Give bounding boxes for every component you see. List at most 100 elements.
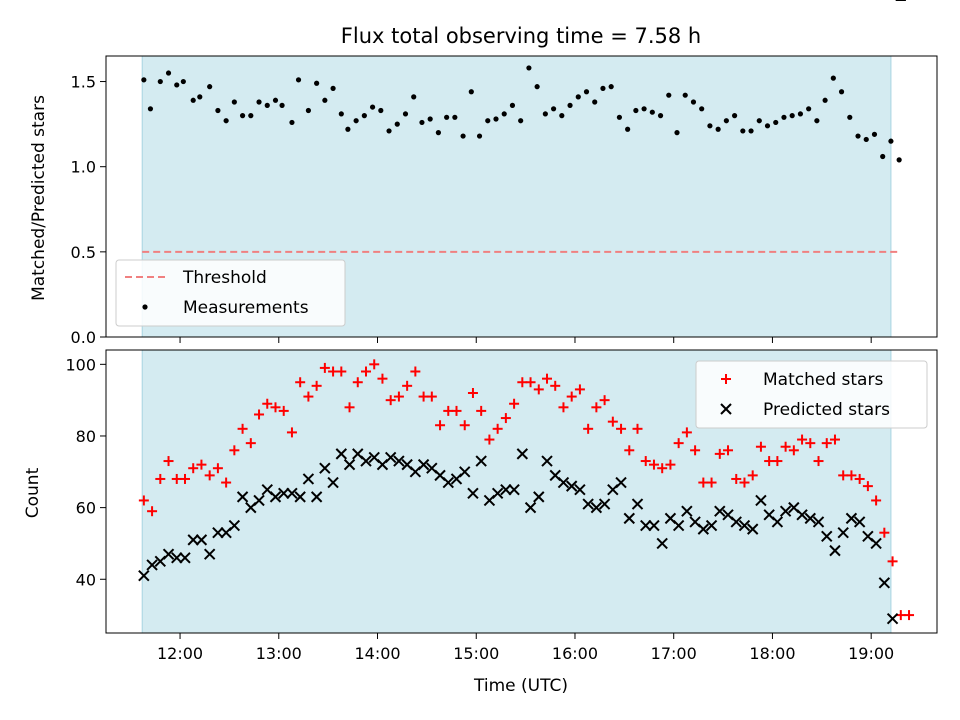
predicted-star-point (878, 577, 891, 589)
measurement-point (707, 123, 713, 129)
legend-predicted-swatch (720, 403, 732, 415)
matched-star-point (435, 420, 446, 431)
matched-star-point (476, 405, 487, 416)
predicted-star-point (162, 548, 175, 560)
predicted-star-point (179, 552, 191, 564)
measurement-point (165, 70, 172, 76)
measurement-point (279, 102, 285, 108)
matched-star-point (385, 395, 396, 406)
predicted-star-point (755, 494, 767, 507)
matched-star-point (607, 416, 618, 427)
measurement-point (411, 94, 417, 100)
measurement-point (338, 111, 344, 117)
ratio-y-label: Matched/Predicted stars (29, 95, 49, 301)
legend-plus-marker (721, 374, 731, 384)
predicted-star-point (779, 505, 792, 517)
measurement-point (575, 94, 581, 100)
predicted-star-point (236, 491, 249, 503)
measurement-point (880, 153, 886, 160)
matched-star-point (772, 456, 783, 467)
matched-star-point (459, 420, 470, 431)
measurement-point (180, 78, 186, 85)
matched-star-point (254, 409, 265, 420)
predicted-star-point (467, 487, 479, 499)
predicted-star-point (475, 455, 487, 467)
matched-star-point (393, 391, 404, 402)
matched-star-point (731, 473, 742, 484)
measurement-point (690, 99, 697, 105)
predicted-star-point (384, 451, 397, 464)
count-y-tick-label: 80 (76, 427, 96, 446)
matched-star-point (681, 427, 692, 438)
measurement-point (468, 89, 474, 95)
predicted-star-point (500, 484, 512, 496)
measurement-point (567, 102, 573, 108)
measurement-point (773, 119, 779, 126)
matched-star-point (147, 506, 158, 517)
measurement-point (305, 107, 312, 114)
matched-star-point (648, 459, 659, 470)
matched-star-point (311, 380, 322, 391)
measurement-point (814, 118, 820, 124)
ratio-y-tick-label: 0.5 (71, 243, 96, 262)
matched-star-point (723, 445, 734, 456)
measurement-point (427, 116, 433, 122)
predicted-star-point (565, 480, 578, 492)
matched-star-point (583, 423, 594, 434)
predicted-star-point (829, 544, 841, 557)
measurement-point (682, 92, 688, 98)
predicted-star-point (705, 519, 718, 532)
legend-matched-label: Matched stars (763, 370, 883, 390)
matched-star-point (204, 470, 215, 481)
measurement-point (789, 113, 795, 119)
predicted-star-point (310, 491, 323, 503)
ratio-legend: Threshold Measurements (115, 259, 346, 327)
matched-star-point (780, 441, 791, 452)
matched-star-point (788, 445, 799, 456)
matched-star-point (155, 473, 166, 484)
ratio-legend-box (115, 259, 346, 327)
measurement-point (295, 77, 302, 83)
predicted-star-point (623, 512, 635, 525)
x-tick-label: 19:00 (848, 644, 894, 663)
predicted-star-point (730, 516, 742, 528)
count-panel: 40 60 80 100 12:00 13:00 14:00 15:00 16:00 17:00… (23, 0, 938, 696)
predicted-star-point (335, 448, 348, 460)
matched-star-point (566, 391, 577, 402)
matched-star-point (904, 610, 915, 621)
measurement-point (550, 106, 557, 112)
measurement-point (272, 97, 279, 103)
matched-star-point (854, 473, 865, 484)
measurement-point (559, 113, 565, 119)
predicted-star-point (195, 534, 208, 546)
matched-star-point (591, 402, 602, 413)
measurement-point (239, 113, 246, 119)
measurement-point (838, 89, 845, 95)
matched-star-point (221, 477, 232, 488)
matched-star-point (336, 366, 347, 377)
measurement-point (322, 97, 328, 103)
measurement-point (157, 78, 163, 85)
measurement-point (485, 118, 491, 124)
matched-star-point (599, 395, 610, 406)
measurement-point (863, 136, 869, 143)
x-tick-label: 17:00 (651, 644, 697, 663)
predicted-star-point (491, 487, 504, 499)
matched-star-point (706, 477, 717, 488)
matched-star-point (525, 377, 536, 388)
matched-star-point (624, 445, 635, 456)
matched-star-point (237, 423, 248, 434)
predicted-star-point (640, 519, 652, 532)
matched-star-point (138, 495, 149, 506)
matched-star-point (245, 438, 256, 449)
matched-star-point (229, 445, 240, 456)
matched-star-point (887, 556, 898, 567)
predicted-star-point (837, 526, 849, 539)
measurement-point (625, 126, 631, 132)
matched-star-point (410, 366, 421, 377)
measurement-point (847, 114, 853, 120)
measurement-point (748, 128, 754, 134)
measurement-point (657, 113, 664, 119)
measurement-point (386, 128, 392, 134)
matched-star-point (558, 402, 569, 413)
